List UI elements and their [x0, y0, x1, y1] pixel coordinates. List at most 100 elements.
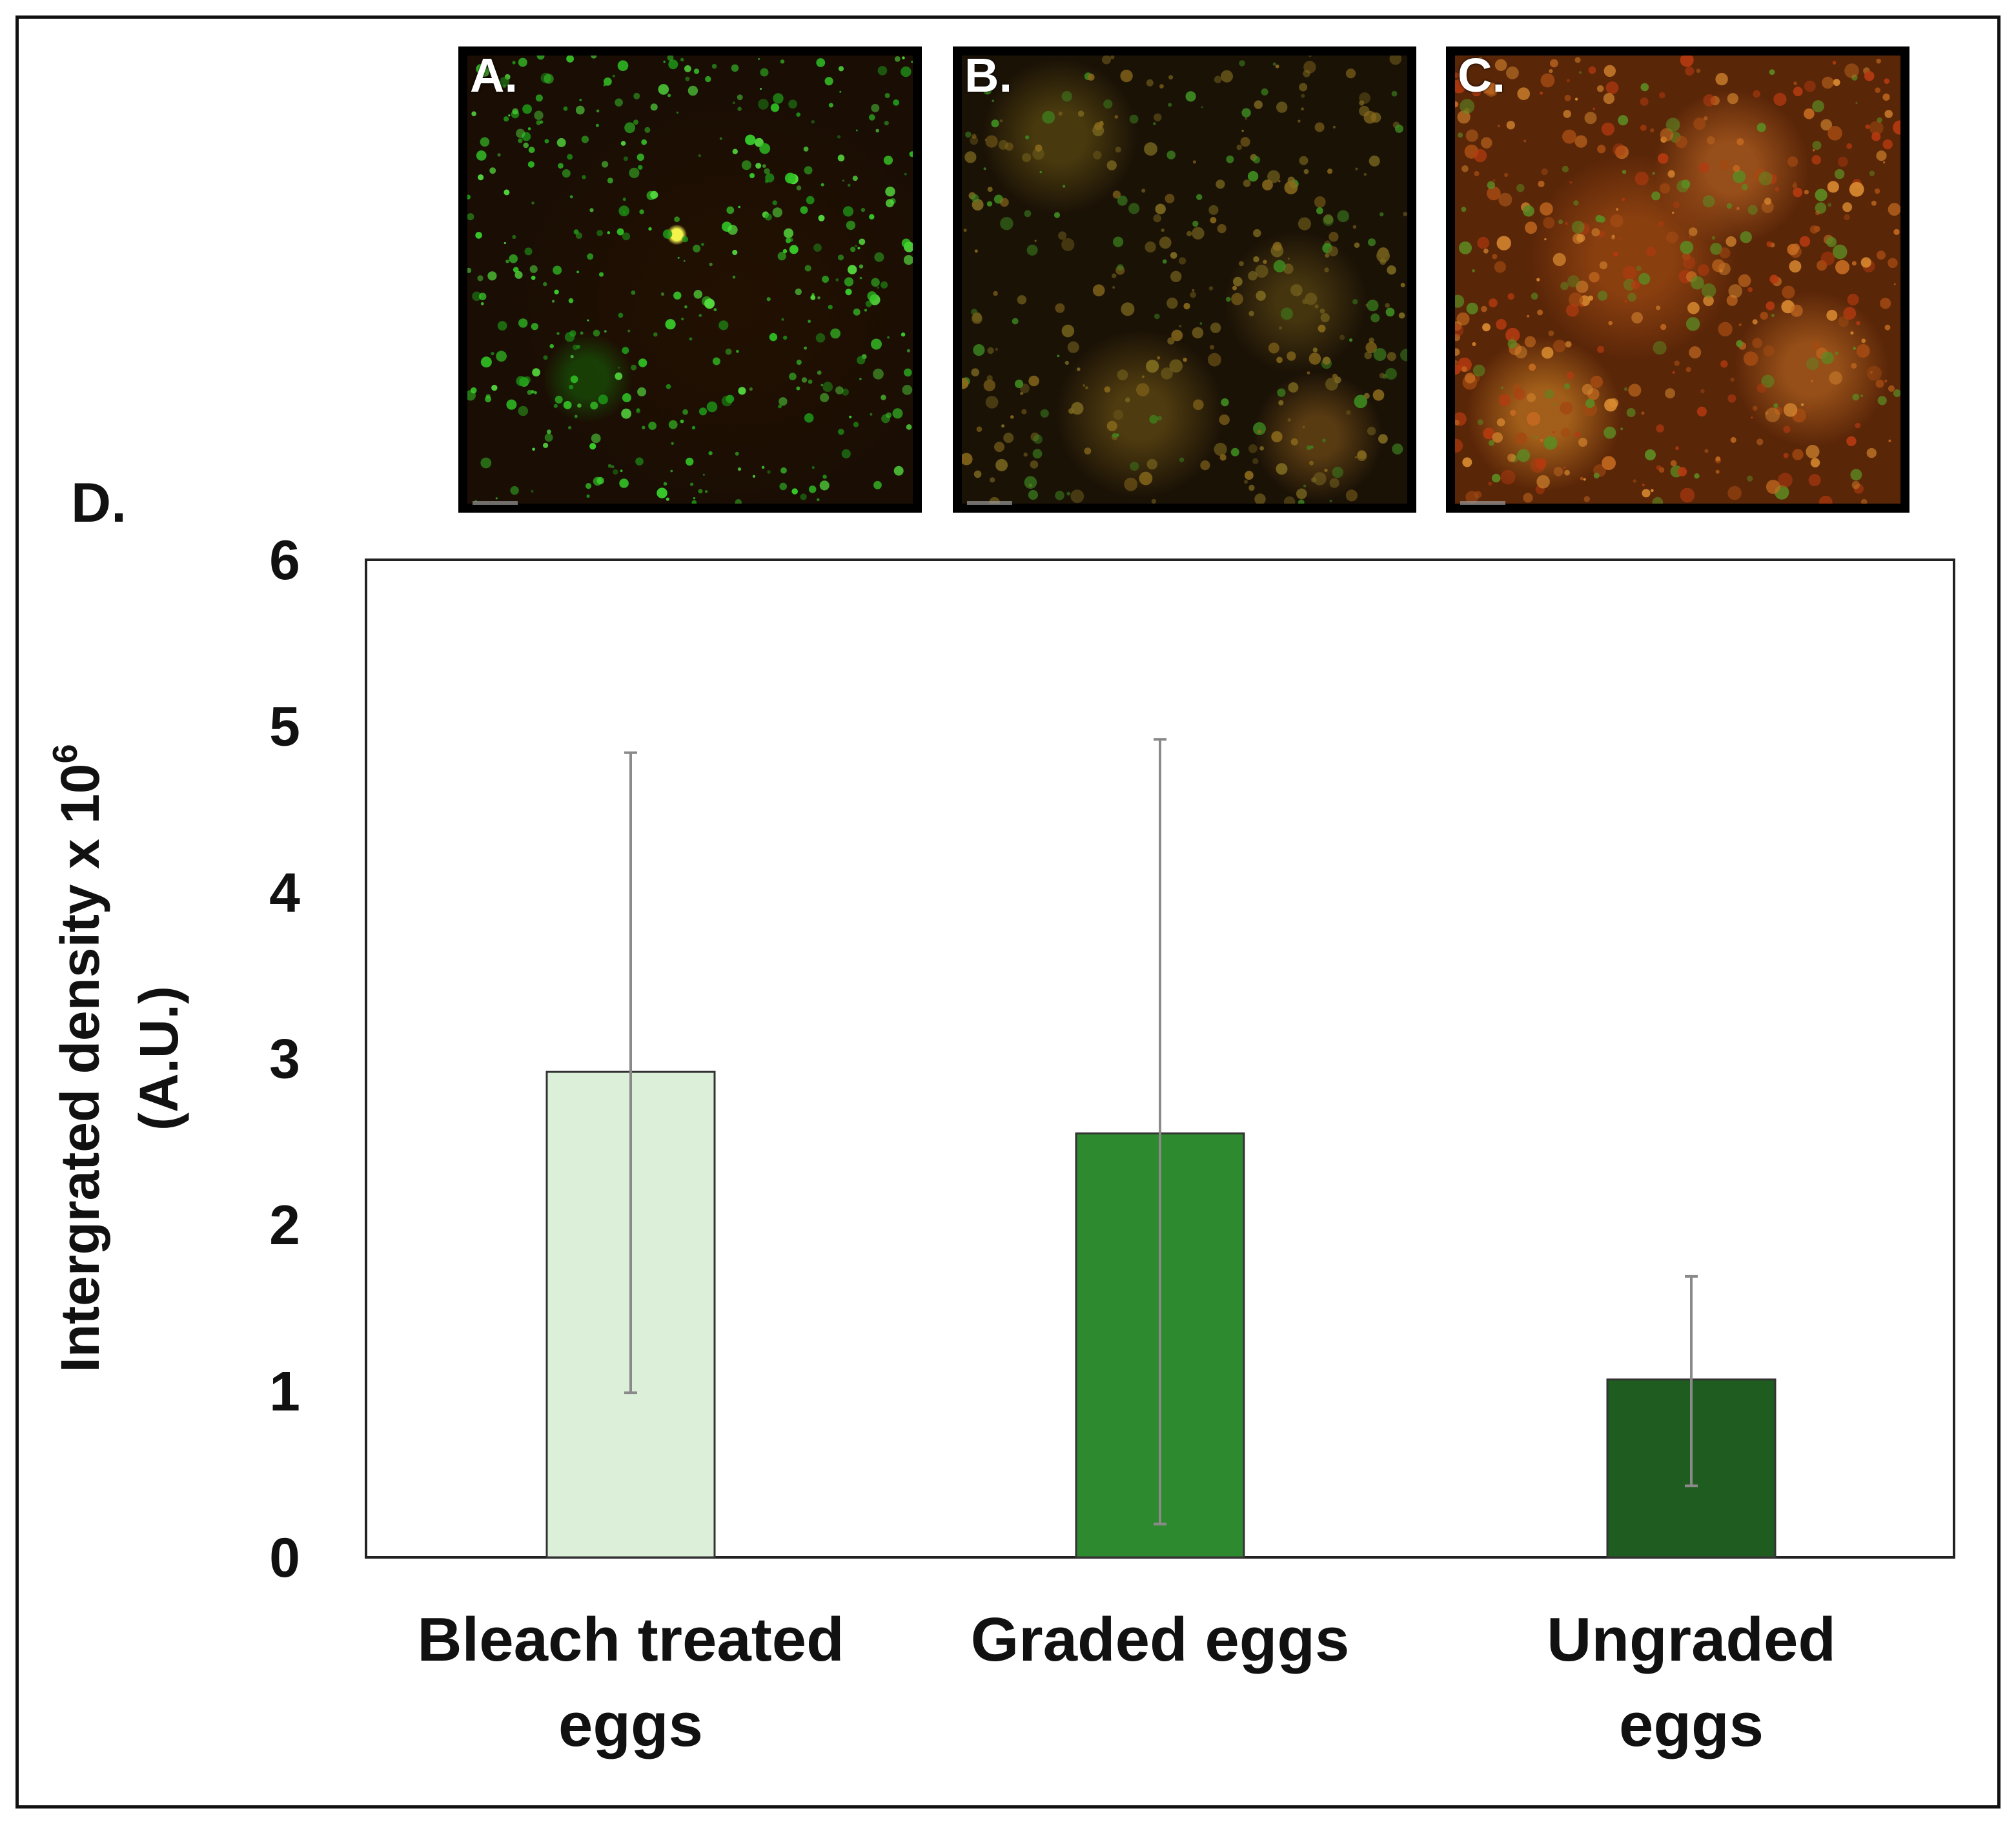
- fluorescence-dot: [1210, 217, 1217, 223]
- fluorescence-dot: [485, 394, 491, 399]
- fluorescence-dot: [841, 388, 849, 396]
- fluorescence-dot: [595, 123, 599, 127]
- fluorescence-dot: [1129, 114, 1139, 124]
- fluorescence-dot: [1829, 371, 1842, 385]
- fluorescence-dot: [508, 114, 511, 117]
- fluorescence-dot: [1020, 391, 1024, 395]
- fluorescence-dot: [1015, 379, 1024, 389]
- fluorescence-dot: [1185, 91, 1196, 102]
- fluorescence-dot: [1660, 128, 1674, 141]
- fluorescence-dot: [619, 478, 629, 488]
- fluorescence-dot: [1685, 367, 1691, 373]
- fluorescence-dot: [1882, 93, 1890, 101]
- fluorescence-dot: [1615, 145, 1629, 159]
- fluorescence-dot: [1720, 159, 1730, 170]
- fluorescence-dot: [1790, 304, 1803, 317]
- fluorescence-dot: [1888, 258, 1898, 269]
- fluorescence-dot: [465, 194, 471, 200]
- fluorescence-dot: [1200, 460, 1210, 471]
- fluorescence-dot: [804, 166, 813, 175]
- fluorescence-dot: [732, 275, 736, 279]
- y-axis-ticks: 0 1 2 3 4 5 6: [269, 529, 300, 1589]
- fluorescence-dot: [1319, 308, 1325, 314]
- fluorescence-dot: [1583, 496, 1590, 502]
- fluorescence-dot: [1054, 212, 1061, 218]
- fluorescence-dot: [581, 136, 589, 143]
- fluorescence-dot: [1380, 212, 1384, 217]
- fluorescence-dot: [1219, 454, 1227, 461]
- fluorescence-dot: [1153, 122, 1156, 125]
- fluorescence-dot: [1345, 68, 1356, 79]
- fluorescence-dot: [1298, 217, 1311, 231]
- fluorescence-dot: [838, 66, 844, 72]
- fluorescence-dot: [784, 172, 796, 184]
- fluorescence-dot: [1783, 403, 1798, 417]
- fluorescence-dot: [1477, 236, 1489, 249]
- fluorescence-dot: [1793, 187, 1803, 198]
- fluorescence-dot: [1673, 201, 1680, 209]
- fluorescence-dot: [1482, 323, 1491, 332]
- fluorescence-dot: [1631, 312, 1643, 323]
- fluorescence-dot: [855, 129, 858, 132]
- fluorescence-dot: [1159, 236, 1172, 249]
- fluorescence-dot: [1276, 463, 1288, 475]
- fluorescence-dot: [1613, 143, 1626, 157]
- fluorescence-dot: [555, 395, 563, 404]
- fluorescence-dot: [791, 488, 798, 495]
- fluorescence-dot: [1363, 172, 1367, 176]
- fluorescence-dot: [1367, 426, 1376, 436]
- fluorescence-dot: [1578, 438, 1587, 447]
- fluorescence-dot: [1793, 87, 1803, 97]
- fluorescence-dot: [1483, 248, 1489, 254]
- fluorescence-dot: [611, 465, 615, 469]
- fluorescence-dot: [1565, 222, 1568, 225]
- fluorescence-dot: [1457, 357, 1472, 373]
- fluorescence-dot: [563, 401, 572, 409]
- fluorescence-dot: [1593, 107, 1595, 110]
- fluorescence-dot: [1281, 307, 1293, 320]
- fluorescence-dot: [817, 498, 820, 502]
- fluorescence-dot: [1323, 215, 1334, 226]
- fluorescence-dot: [1306, 445, 1312, 451]
- fluorescence-dot: [1771, 314, 1775, 317]
- fluorescence-dot: [804, 346, 808, 350]
- fluorescence-dot: [1815, 189, 1828, 201]
- fluorescence-dot: [1040, 409, 1049, 418]
- fluorescence-dot: [1474, 491, 1481, 498]
- fluorescence-dot: [1618, 115, 1629, 126]
- fluorescence-dot: [1656, 305, 1661, 311]
- fluorescence-dot: [972, 134, 977, 139]
- fluorescence-dot: [1121, 302, 1135, 316]
- fluorescence-dot: [567, 425, 572, 430]
- fluorescence-dot: [1208, 286, 1214, 291]
- fluorescence-dot: [1804, 80, 1816, 92]
- fluorescence-dot: [1585, 398, 1595, 408]
- fluorescence-dot: [1253, 256, 1259, 263]
- fluorescence-dot: [1241, 129, 1244, 132]
- fluorescence-dot: [472, 291, 482, 302]
- fluorescence-dot: [1284, 181, 1298, 194]
- fluorescence-dot: [1460, 99, 1475, 114]
- fluorescence-dot: [906, 349, 910, 353]
- fluorescence-dot: [620, 469, 623, 473]
- fluorescence-dot: [1488, 440, 1494, 446]
- fluorescence-dot: [518, 405, 529, 416]
- fluorescence-dot: [1465, 129, 1478, 142]
- fluorescence-dot: [1869, 121, 1884, 135]
- fluorescence-dot: [1507, 453, 1516, 462]
- y-tick-label: 2: [269, 1194, 300, 1256]
- fluorescence-dot: [1324, 468, 1328, 473]
- fluorescence-dot: [684, 65, 691, 72]
- fluorescence-dot: [631, 364, 637, 371]
- fluorescence-dot: [1272, 241, 1282, 251]
- fluorescence-dot: [1753, 90, 1760, 98]
- fluorescence-dot: [1217, 224, 1227, 234]
- fluorescence-dot: [1793, 181, 1797, 184]
- fluorescence-dot: [780, 59, 785, 64]
- fluorescence-dot: [1219, 414, 1230, 425]
- fluorescence-dot: [544, 74, 554, 84]
- fluorescence-dot: [1301, 94, 1305, 98]
- fluorescence-dot: [1596, 85, 1604, 92]
- fluorescence-dot: [1328, 246, 1338, 257]
- fluorescence-dot: [1689, 346, 1702, 359]
